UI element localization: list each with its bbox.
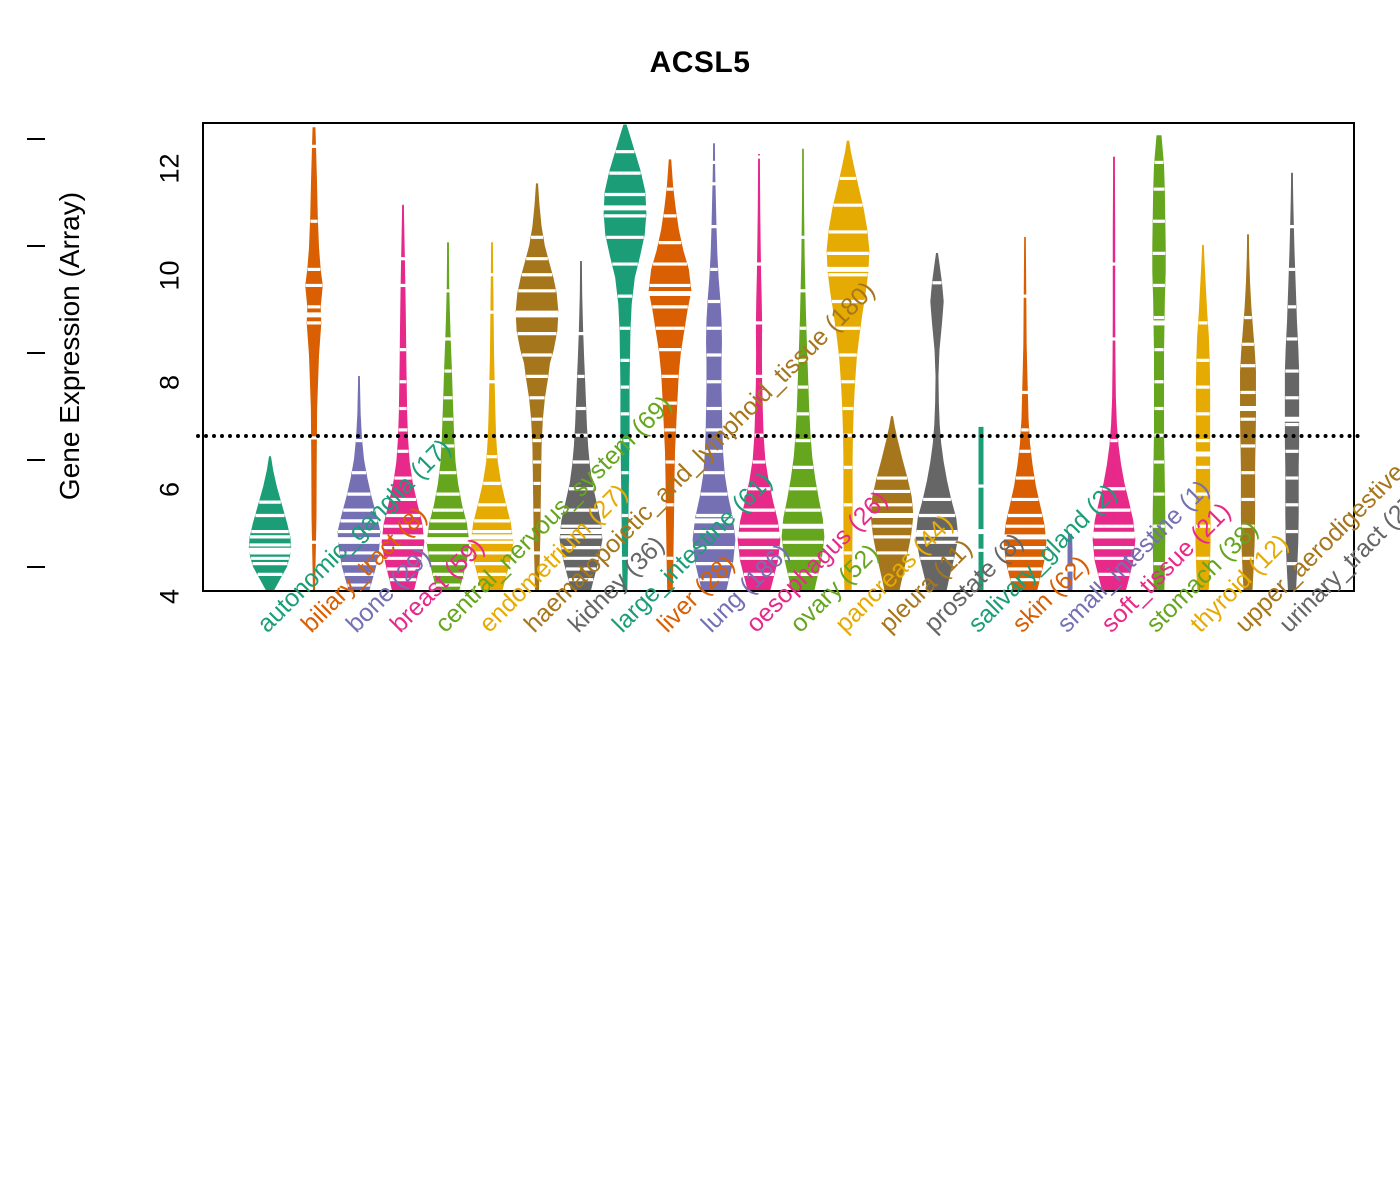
violin-central_nervous_system[interactable] <box>424 124 472 590</box>
y-tick-label: 6 <box>154 481 185 498</box>
violin-small_intestine[interactable] <box>1046 124 1094 590</box>
page-title: ACSL5 <box>649 46 751 79</box>
violin-breast[interactable] <box>379 124 427 590</box>
violin-layer <box>204 124 1353 590</box>
y-tick-label: 8 <box>154 374 185 391</box>
y-tick-label: 12 <box>154 153 185 184</box>
violin-soft_tissue[interactable] <box>1090 124 1138 590</box>
violin-bone[interactable] <box>335 124 383 590</box>
plot-area <box>202 122 1355 592</box>
violin-haematopoietic_and_lymphoid_tissue[interactable] <box>513 124 561 590</box>
y-axis-label: Gene Expression (Array) <box>54 191 85 501</box>
violin-pleura[interactable] <box>868 124 916 590</box>
y-tick-mark <box>27 352 45 354</box>
violin-thyroid[interactable] <box>1179 124 1227 590</box>
violin-autonomic_ganglia[interactable] <box>246 124 294 590</box>
y-tick-mark <box>27 566 45 568</box>
violin-biliary_tract[interactable] <box>290 124 338 590</box>
y-tick-mark <box>27 138 45 140</box>
y-tick-label: 4 <box>154 588 185 605</box>
y-tick-label: 10 <box>154 260 185 291</box>
violin-upper_aerodigestive_tract[interactable] <box>1224 124 1272 590</box>
violin-lung[interactable] <box>690 124 738 590</box>
violin-stomach[interactable] <box>1135 124 1183 590</box>
violin-prostate[interactable] <box>913 124 961 590</box>
violin-endometrium[interactable] <box>468 124 516 590</box>
violin-salivary_gland[interactable] <box>957 124 1005 590</box>
violin-kidney[interactable] <box>557 124 605 590</box>
violin-ovary[interactable] <box>779 124 827 590</box>
threshold-dotted-line <box>196 433 1361 438</box>
violin-oesophagus[interactable] <box>735 124 783 590</box>
violin-large_intestine[interactable] <box>601 124 649 590</box>
violin-liver[interactable] <box>646 124 694 590</box>
y-tick-mark <box>27 459 45 461</box>
violin-urinary_tract[interactable] <box>1268 124 1316 590</box>
violin-skin[interactable] <box>1001 124 1049 590</box>
violin-pancreas[interactable] <box>824 124 872 590</box>
y-tick-mark <box>27 245 45 247</box>
